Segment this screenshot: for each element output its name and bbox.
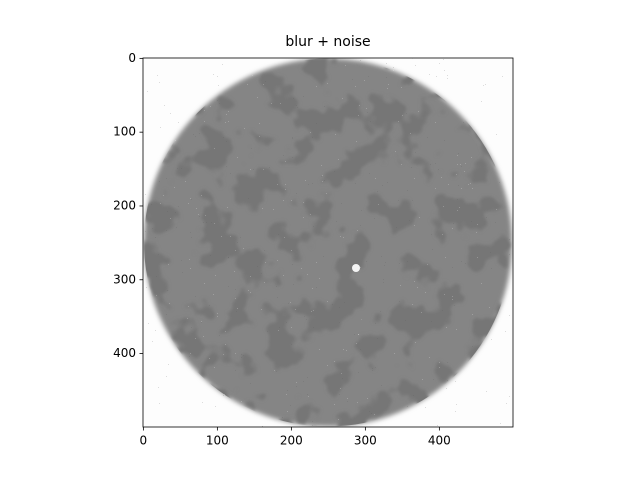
x-tick-label: 300 xyxy=(354,434,377,448)
y-tick-label: 0 xyxy=(128,51,136,65)
x-tick-label: 200 xyxy=(280,434,303,448)
x-tick-label: 100 xyxy=(206,434,229,448)
x-tick-label: 0 xyxy=(140,434,148,448)
y-tick-label: 400 xyxy=(113,346,136,360)
axes-frame xyxy=(142,57,514,428)
x-tick-label: 400 xyxy=(428,434,451,448)
y-tick-label: 100 xyxy=(113,125,136,139)
image xyxy=(143,58,513,427)
y-tick-label: 300 xyxy=(113,272,136,286)
y-tick-label: 200 xyxy=(113,198,136,212)
chart-title: blur + noise xyxy=(285,34,370,50)
